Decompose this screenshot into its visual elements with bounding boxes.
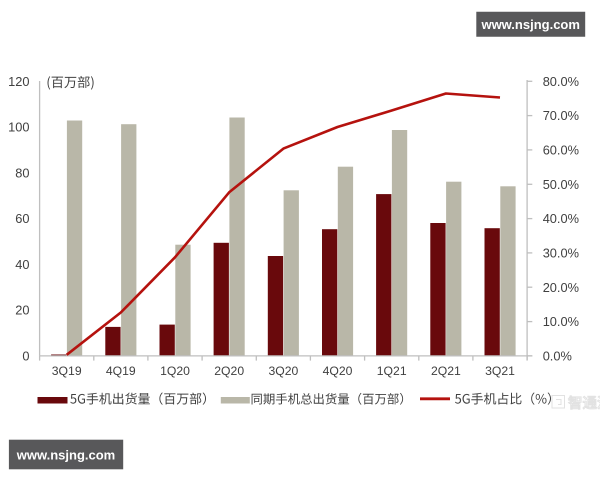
svg-text:3Q21: 3Q21 [485, 364, 515, 378]
svg-text:80: 80 [15, 165, 29, 180]
svg-text:20.0%: 20.0% [543, 280, 579, 295]
svg-text:30.0%: 30.0% [543, 246, 579, 261]
svg-text:50.0%: 50.0% [543, 177, 579, 192]
svg-text:1Q20: 1Q20 [160, 364, 190, 378]
svg-text:2Q20: 2Q20 [214, 364, 244, 378]
svg-text:40.0%: 40.0% [543, 211, 579, 226]
svg-text:4Q20: 4Q20 [323, 364, 353, 378]
svg-text:www.nsjng.com: www.nsjng.com [480, 17, 579, 32]
svg-text:10.0%: 10.0% [543, 314, 579, 329]
svg-text:3Q20: 3Q20 [268, 364, 298, 378]
svg-text:4Q19: 4Q19 [106, 364, 136, 378]
svg-text:0: 0 [22, 349, 29, 364]
svg-text:0.0%: 0.0% [543, 349, 572, 364]
svg-text:60.0%: 60.0% [543, 143, 579, 158]
svg-text:40: 40 [15, 257, 29, 272]
svg-text:70.0%: 70.0% [543, 108, 579, 123]
svg-text:20: 20 [15, 303, 29, 318]
svg-text:3Q19: 3Q19 [52, 364, 82, 378]
svg-text:80.0%: 80.0% [543, 74, 579, 89]
svg-text:100: 100 [8, 120, 29, 135]
svg-text:1Q21: 1Q21 [377, 364, 407, 378]
svg-text:2Q21: 2Q21 [431, 364, 461, 378]
svg-text:120: 120 [8, 74, 29, 89]
svg-text:www.nsjng.com: www.nsjng.com [16, 447, 115, 462]
svg-text:60: 60 [15, 211, 29, 226]
